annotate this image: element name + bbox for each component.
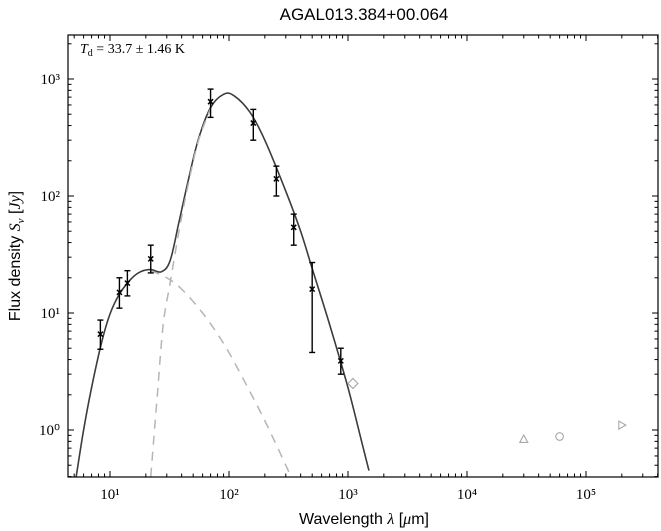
model-component-curve xyxy=(150,269,292,477)
triangle-right-marker-icon xyxy=(618,420,627,431)
data-point xyxy=(207,88,214,119)
data-point xyxy=(290,213,297,246)
x-tick-label: 10¹ xyxy=(100,487,120,503)
data-point xyxy=(147,244,154,274)
data-point xyxy=(116,277,123,309)
y-tick-label: 10⁰ xyxy=(39,423,60,439)
temperature-annotation: Td = 33.7 ± 1.46 K xyxy=(80,42,185,59)
x-tick-label: 10³ xyxy=(338,487,358,503)
circle-marker-icon xyxy=(555,432,564,441)
x-tick-label: 10⁴ xyxy=(457,487,477,503)
y-tick-label: 10¹ xyxy=(41,306,61,322)
y-tick-label: 10² xyxy=(41,189,61,205)
data-point xyxy=(97,319,104,350)
data-point xyxy=(337,347,344,375)
axes-frame xyxy=(67,34,659,478)
data-point xyxy=(250,108,257,141)
chart-title: AGAL013.384+00.064 xyxy=(280,5,449,24)
axis-ticks: 10¹ 10² 10³ 10⁴ 10⁵ 10⁰ 10¹ 10² 10³ xyxy=(39,35,659,503)
plot-area xyxy=(75,88,627,477)
data-point xyxy=(124,269,131,297)
data-point xyxy=(273,165,280,197)
model-component-curve xyxy=(150,108,212,477)
y-tick-label: 10³ xyxy=(41,72,61,88)
y-axis-label: Flux density Sν [Jy] xyxy=(7,191,27,321)
triangle-up-marker-icon xyxy=(518,433,529,444)
x-tick-label: 10² xyxy=(219,487,239,503)
diamond-marker-icon xyxy=(347,377,359,390)
data-point xyxy=(309,261,316,354)
x-tick-label: 10⁵ xyxy=(576,487,596,503)
x-axis-label: Wavelength λ [μm] xyxy=(299,511,429,528)
